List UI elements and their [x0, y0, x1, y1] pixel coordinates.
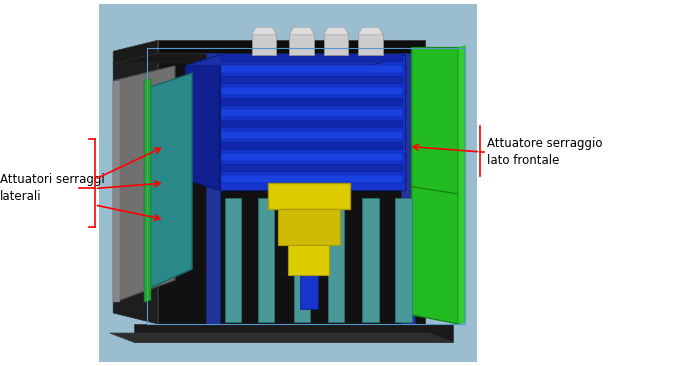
- Polygon shape: [324, 27, 348, 35]
- Polygon shape: [362, 198, 379, 322]
- Polygon shape: [110, 333, 453, 342]
- Polygon shape: [221, 109, 403, 117]
- Polygon shape: [185, 55, 220, 190]
- Text: Attuatori serraggi
laterali: Attuatori serraggi laterali: [0, 173, 105, 203]
- Polygon shape: [115, 66, 175, 302]
- Polygon shape: [225, 198, 241, 322]
- Polygon shape: [395, 198, 412, 322]
- Polygon shape: [147, 73, 192, 289]
- Polygon shape: [158, 51, 425, 324]
- Bar: [99, 4, 477, 362]
- Polygon shape: [185, 55, 405, 66]
- Polygon shape: [268, 183, 350, 209]
- Polygon shape: [221, 142, 403, 150]
- Polygon shape: [294, 198, 310, 322]
- Polygon shape: [221, 76, 403, 84]
- Polygon shape: [220, 55, 405, 190]
- Polygon shape: [358, 33, 383, 55]
- Polygon shape: [144, 79, 151, 302]
- Polygon shape: [324, 33, 348, 55]
- Polygon shape: [252, 33, 276, 55]
- Polygon shape: [401, 53, 415, 324]
- Polygon shape: [221, 175, 403, 183]
- Polygon shape: [113, 81, 120, 302]
- Polygon shape: [289, 33, 314, 55]
- Polygon shape: [328, 198, 344, 322]
- Polygon shape: [258, 198, 274, 322]
- Polygon shape: [289, 27, 314, 35]
- Polygon shape: [134, 324, 453, 342]
- Polygon shape: [221, 54, 403, 62]
- Polygon shape: [113, 40, 158, 64]
- Polygon shape: [458, 46, 465, 324]
- Polygon shape: [358, 27, 383, 35]
- Polygon shape: [412, 187, 458, 324]
- Polygon shape: [221, 87, 403, 95]
- Polygon shape: [288, 245, 329, 274]
- Text: Attuatore serraggio
lato frontale: Attuatore serraggio lato frontale: [487, 137, 602, 167]
- Polygon shape: [113, 51, 425, 62]
- Polygon shape: [221, 65, 403, 73]
- Polygon shape: [221, 164, 403, 172]
- Polygon shape: [221, 153, 403, 161]
- Polygon shape: [278, 209, 340, 245]
- Polygon shape: [252, 27, 276, 35]
- Polygon shape: [158, 40, 425, 53]
- Polygon shape: [300, 271, 318, 309]
- Polygon shape: [113, 51, 158, 324]
- Polygon shape: [221, 98, 403, 106]
- Polygon shape: [206, 53, 220, 324]
- Polygon shape: [221, 131, 403, 139]
- Polygon shape: [412, 48, 458, 198]
- Polygon shape: [221, 120, 403, 128]
